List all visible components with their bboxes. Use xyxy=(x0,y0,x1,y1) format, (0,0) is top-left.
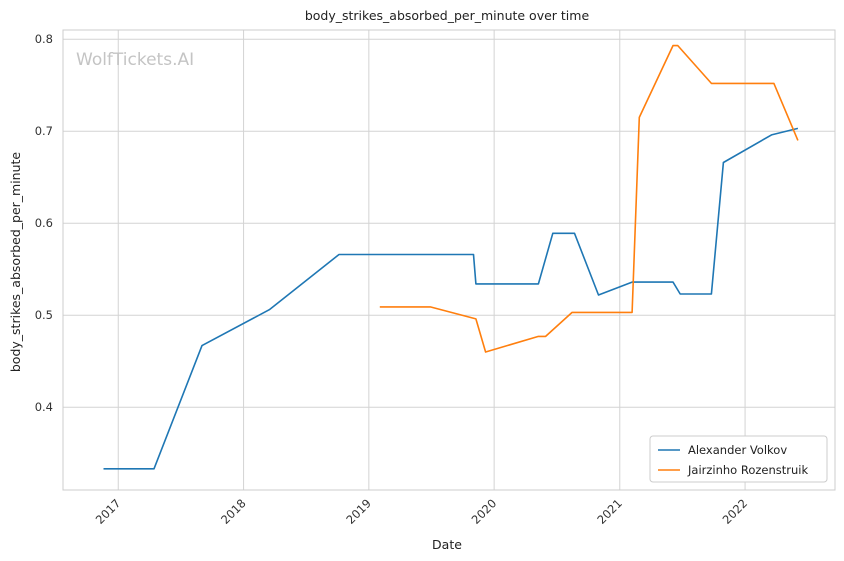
x-tick-label: 2022 xyxy=(720,496,751,527)
grid xyxy=(63,30,835,490)
y-tick-label: 0.6 xyxy=(35,216,53,230)
plot-area: WolfTickets.AI xyxy=(62,29,836,491)
chart-title: body_strikes_absorbed_per_minute over ti… xyxy=(305,8,590,23)
y-tick-label: 0.8 xyxy=(35,32,53,46)
y-axis-ticks: 0.4 0.5 0.6 0.7 0.8 xyxy=(35,32,53,414)
legend-label-0: Alexander Volkov xyxy=(688,443,787,457)
y-tick-label: 0.5 xyxy=(35,308,53,322)
y-tick-label: 0.4 xyxy=(35,400,53,414)
watermark: WolfTickets.AI xyxy=(76,50,194,70)
x-tick-label: 2019 xyxy=(343,496,374,527)
legend-label-1: Jairzinho Rozenstruik xyxy=(687,463,808,477)
x-tick-label: 2017 xyxy=(93,496,124,527)
legend-items: Alexander Volkov Jairzinho Rozenstruik xyxy=(658,443,808,477)
series-line-1 xyxy=(379,44,799,353)
x-tick-label: 2018 xyxy=(218,496,249,527)
x-axis-title: Date xyxy=(432,537,462,552)
legend: Alexander Volkov Jairzinho Rozenstruik xyxy=(649,435,828,483)
plot-frame xyxy=(62,29,836,491)
legend-box xyxy=(649,435,828,483)
y-tick-label: 0.7 xyxy=(35,124,53,138)
series-layer xyxy=(103,44,799,470)
series-line-0 xyxy=(103,127,799,470)
plot-background xyxy=(63,30,835,490)
x-tick-label: 2021 xyxy=(594,496,625,527)
x-tick-label: 2020 xyxy=(469,496,500,527)
y-axis-title: body_strikes_absorbed_per_minute xyxy=(8,152,23,373)
x-axis-ticks: 2017 2018 2019 2020 2021 2022 xyxy=(93,496,750,527)
